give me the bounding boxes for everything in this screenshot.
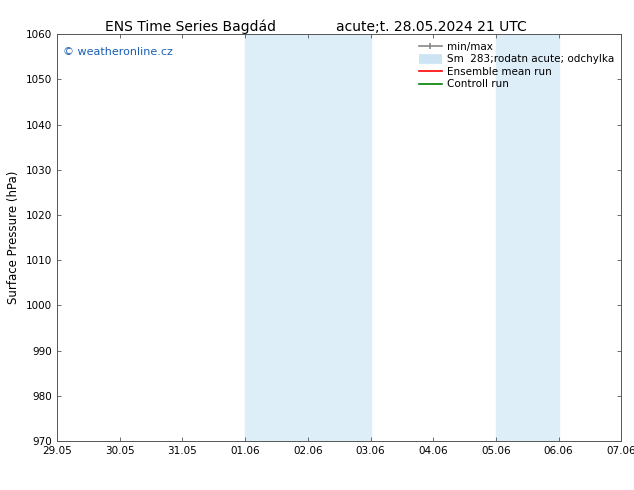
Text: ENS Time Series Bagdád: ENS Time Series Bagdád <box>105 20 276 34</box>
Legend: min/max, Sm  283;rodatn acute; odchylka, Ensemble mean run, Controll run: min/max, Sm 283;rodatn acute; odchylka, … <box>417 40 616 92</box>
Text: acute;t. 28.05.2024 21 UTC: acute;t. 28.05.2024 21 UTC <box>336 20 526 34</box>
Bar <box>245 34 370 441</box>
Text: © weatheronline.cz: © weatheronline.cz <box>63 47 172 56</box>
Y-axis label: Surface Pressure (hPa): Surface Pressure (hPa) <box>8 171 20 304</box>
Bar <box>496 34 559 441</box>
